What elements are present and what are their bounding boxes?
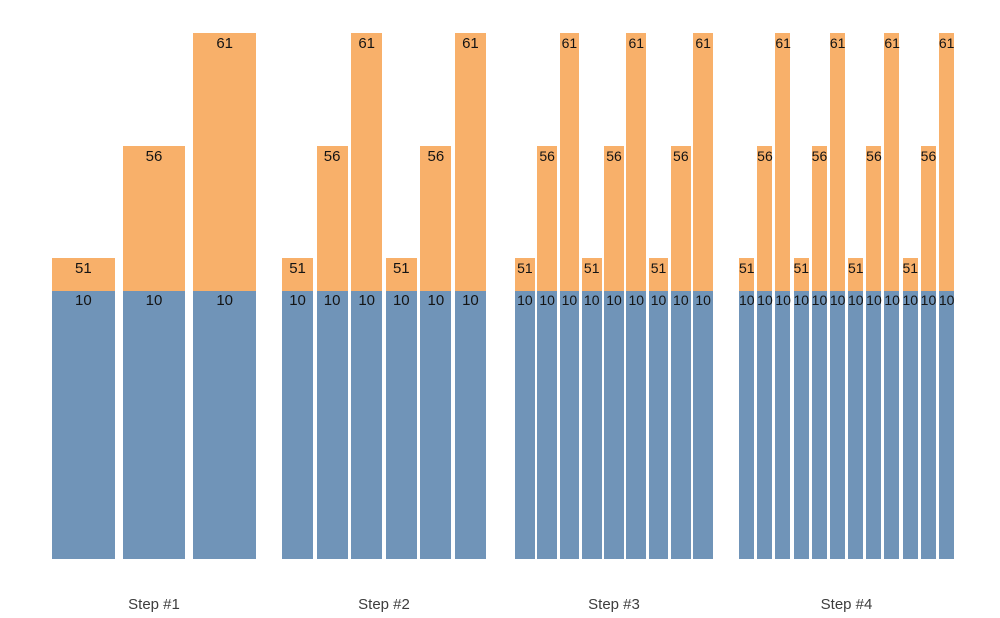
bar-top-segment: [351, 32, 383, 291]
bar-base-segment: [385, 290, 417, 559]
bar-top-segment: [811, 146, 827, 291]
bar-base-segment: [604, 290, 624, 559]
bar-base-segment: [52, 290, 115, 559]
bar-base-segment: [848, 290, 864, 559]
bar-base-segment: [282, 290, 314, 559]
bar-top-segment: [282, 257, 314, 291]
bar-top-segment: [122, 146, 186, 291]
bar-base-segment: [902, 290, 918, 559]
bar-top-segment: [884, 32, 900, 291]
bar-base-segment: [193, 290, 256, 559]
bar-base-segment: [829, 290, 845, 559]
bar-base-segment: [793, 290, 809, 559]
bar-top-segment: [757, 146, 773, 291]
bar-top-segment: [648, 257, 669, 291]
bar-top-segment: [920, 146, 936, 291]
bar-base-segment: [884, 290, 900, 559]
bar-top-segment: [604, 146, 624, 291]
bar-base-segment: [316, 290, 348, 559]
bar-base-segment: [454, 290, 486, 559]
bar-base-segment: [866, 290, 882, 559]
bar-base-segment: [670, 290, 691, 559]
bar-top-segment: [559, 32, 580, 291]
bar-base-segment: [920, 290, 936, 559]
bar-top-segment: [515, 257, 535, 291]
category-label: Step #1: [128, 596, 180, 613]
bar-base-segment: [938, 290, 954, 559]
bar-top-segment: [316, 146, 348, 291]
bar-base-segment: [775, 290, 791, 559]
bar-top-segment: [866, 146, 882, 291]
bar-top-segment: [848, 257, 864, 291]
bar-base-segment: [581, 290, 602, 559]
bar-base-segment: [648, 290, 669, 559]
bar-top-segment: [454, 32, 486, 291]
bar-base-segment: [693, 290, 713, 559]
bar-base-segment: [537, 290, 558, 559]
bar-top-segment: [693, 32, 713, 291]
bar-base-segment: [515, 290, 535, 559]
bar-top-segment: [775, 32, 791, 291]
bar-base-segment: [811, 290, 827, 559]
bar-top-segment: [537, 146, 558, 291]
bar-top-segment: [739, 257, 755, 291]
bar-top-segment: [626, 32, 647, 291]
bar-top-segment: [938, 32, 954, 291]
bar-base-segment: [559, 290, 580, 559]
bar-top-segment: [385, 257, 417, 291]
bar-top-segment: [829, 32, 845, 291]
category-label: Step #2: [358, 596, 410, 613]
bar-top-segment: [670, 146, 691, 291]
bar-top-segment: [52, 257, 115, 291]
bar-top-segment: [420, 146, 452, 291]
bar-base-segment: [351, 290, 383, 559]
bar-base-segment: [757, 290, 773, 559]
bar-top-segment: [581, 257, 602, 291]
bar-base-segment: [739, 290, 755, 559]
bar-top-segment: [193, 32, 256, 291]
bar-base-segment: [420, 290, 452, 559]
bar-top-segment: [793, 257, 809, 291]
bar-base-segment: [122, 290, 186, 559]
bar-base-segment: [626, 290, 647, 559]
category-label: Step #3: [588, 596, 640, 613]
category-label: Step #4: [820, 596, 873, 613]
bar-top-segment: [902, 257, 918, 291]
